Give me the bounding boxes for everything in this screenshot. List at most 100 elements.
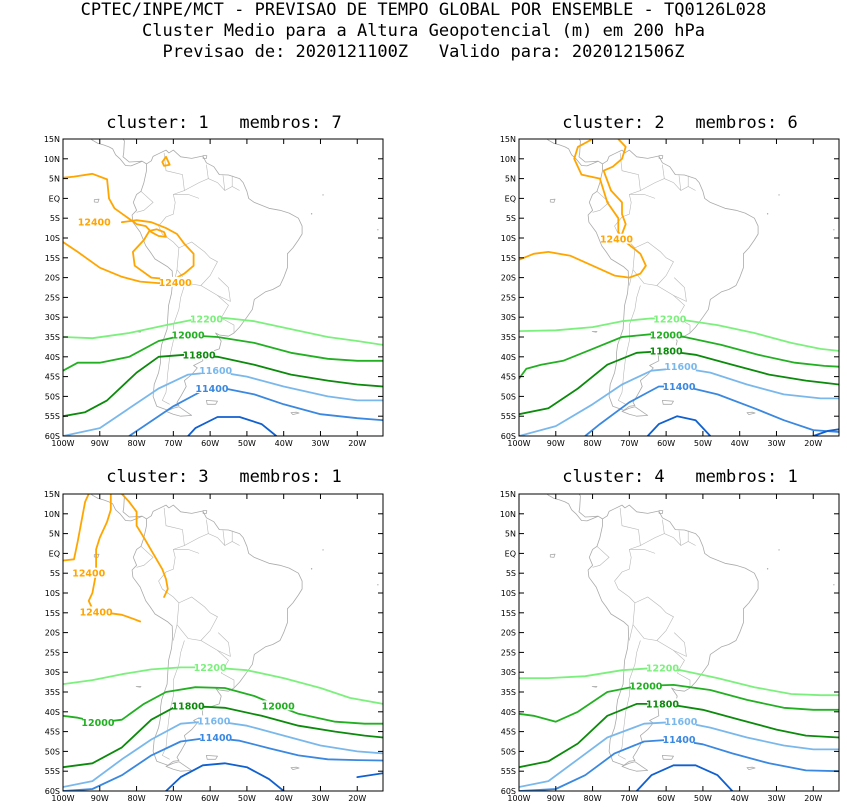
header-line-1: CPTEC/INPE/MCT - PREVISAO DE TEMPO GLOBA…: [80, 0, 767, 20]
lat-tick-label: 5N: [505, 530, 516, 539]
contour-line-11200: [646, 415, 712, 436]
contour-label-11400: 11400: [199, 733, 232, 744]
lat-tick-label: 40S: [501, 353, 516, 362]
contour-11200: [646, 415, 839, 436]
lat-tick-label: 5S: [50, 569, 60, 578]
lon-tick-label: 40W: [275, 794, 293, 803]
contour-label-12400: 12400: [80, 608, 113, 619]
lat-tick-label: 20S: [501, 629, 516, 638]
lat-tick-label: 15N: [500, 490, 516, 499]
lon-tick-label: 60W: [201, 794, 219, 803]
contour-line-12400: [161, 155, 171, 167]
contour-line-12400: [87, 494, 142, 623]
contour-label-12400: 12400: [78, 218, 111, 229]
header-line-3: Previsao de: 2020121100Z Valido para: 20…: [162, 42, 685, 62]
map-frame: [518, 493, 840, 792]
lon-tick-label: 50W: [694, 794, 712, 803]
land-outline: [546, 139, 835, 417]
map-frame: [62, 493, 384, 792]
lat-tick-label: 50S: [45, 392, 60, 401]
lat-tick-label: 55S: [501, 412, 516, 421]
lat-tick-label: 15S: [501, 254, 516, 263]
contour-label-12200: 12200: [653, 315, 686, 326]
map-panel-4: 12200 12000 11800 11600 11400 15N 10N 5N EQ 5S 10S…: [479, 490, 841, 809]
lat-tick-label: 60S: [501, 432, 516, 441]
lat-tick-label: 20S: [45, 274, 60, 283]
contour-12200: 12200: [519, 662, 839, 697]
contour-line-12400: [121, 494, 169, 598]
contour-line-11200: [812, 428, 839, 436]
lat-tick-label: 10S: [45, 234, 60, 243]
contour-line-11400: [584, 385, 839, 436]
contour-11200: [635, 764, 734, 791]
contour-12000: 12000: [519, 329, 839, 380]
contour-label-bg: [81, 606, 112, 617]
contour-label-12400: 12400: [72, 569, 105, 580]
contour-label-bg: [173, 700, 204, 711]
lon-tick-label: 40W: [731, 439, 749, 448]
contour-line-11600: [519, 720, 839, 788]
lon-tick-label: 90W: [91, 439, 109, 448]
lat-tick-label: 10S: [45, 589, 60, 598]
contour-12400: 12400: [519, 139, 647, 279]
lon-tick-label: 100W: [51, 439, 74, 448]
map-panel-3: 12400 12400 12200 12000 12000 11800 11600 11400…: [23, 490, 385, 809]
lon-tick-label: 20W: [348, 794, 366, 803]
lat-tick-label: 50S: [45, 747, 60, 756]
contour-label-12400: 12400: [159, 278, 192, 289]
lat-tick-label: 40S: [501, 708, 516, 717]
contour-label-11800: 11800: [646, 699, 679, 710]
contour-label-12000: 12000: [629, 682, 662, 693]
lat-tick-label: 10S: [501, 234, 516, 243]
lat-tick-label: 30S: [501, 668, 516, 677]
lat-tick-label: 55S: [501, 767, 516, 776]
lat-tick-label: 5N: [49, 530, 60, 539]
lat-tick-label: 15N: [44, 490, 60, 499]
lat-tick-label: 45S: [501, 373, 516, 382]
country-borders: [592, 507, 696, 760]
lat-tick-label: 5N: [505, 175, 516, 184]
lat-tick-label: 25S: [45, 293, 60, 302]
contour-line-11200: [635, 764, 734, 791]
contour-11800: 11800: [519, 698, 839, 769]
contour-label-bg: [79, 216, 110, 227]
lon-tick-label: 60W: [657, 794, 675, 803]
contour-line-12400: [63, 494, 90, 562]
contour-label-bg: [665, 716, 696, 727]
contour-label-12000: 12000: [650, 331, 683, 342]
lon-tick-label: 60W: [201, 439, 219, 448]
contour-label-11600: 11600: [199, 366, 232, 377]
lat-tick-label: 35S: [501, 688, 516, 697]
contour-label-bg: [630, 680, 661, 691]
lon-tick-label: 50W: [238, 439, 256, 448]
map-svg: 12400 12200 12000 11800 11600 11400 15N 10N 5N EQ…: [500, 135, 840, 448]
map-frame: [62, 138, 384, 437]
lat-tick-label: 30S: [501, 313, 516, 322]
lon-tick-label: 90W: [91, 794, 109, 803]
lat-tick-label: EQ: [505, 549, 516, 558]
lon-tick-label: 40W: [275, 439, 293, 448]
panel-3-title: cluster: 3 membros: 1: [106, 467, 342, 487]
lat-tick-label: 45S: [45, 373, 60, 382]
contour-label-bg: [647, 698, 678, 709]
lat-tick-label: 25S: [501, 648, 516, 657]
map-frame: [518, 138, 840, 437]
lat-tick-label: 40S: [45, 708, 60, 717]
lon-tick-label: 20W: [804, 439, 822, 448]
lon-tick-label: 90W: [547, 439, 565, 448]
land-outline: [90, 494, 379, 772]
contour-line-11200: [187, 416, 278, 436]
contour-12000: 12000: [63, 329, 383, 372]
contour-label-12400: 12400: [600, 235, 633, 246]
contour-label-11800: 11800: [183, 350, 216, 361]
contour-label-bg: [191, 313, 222, 324]
lat-tick-label: 35S: [501, 333, 516, 342]
lon-tick-label: 90W: [547, 794, 565, 803]
country-borders: [592, 152, 696, 405]
map-panel-2: 12400 12200 12000 11800 11600 11400 15N 10N 5N EQ…: [479, 135, 841, 454]
lat-tick-label: EQ: [505, 194, 516, 203]
lon-tick-label: 30W: [311, 794, 329, 803]
lat-tick-label: 35S: [45, 333, 60, 342]
contour-line-11800: [63, 705, 383, 769]
contour-label-bg: [664, 734, 694, 745]
